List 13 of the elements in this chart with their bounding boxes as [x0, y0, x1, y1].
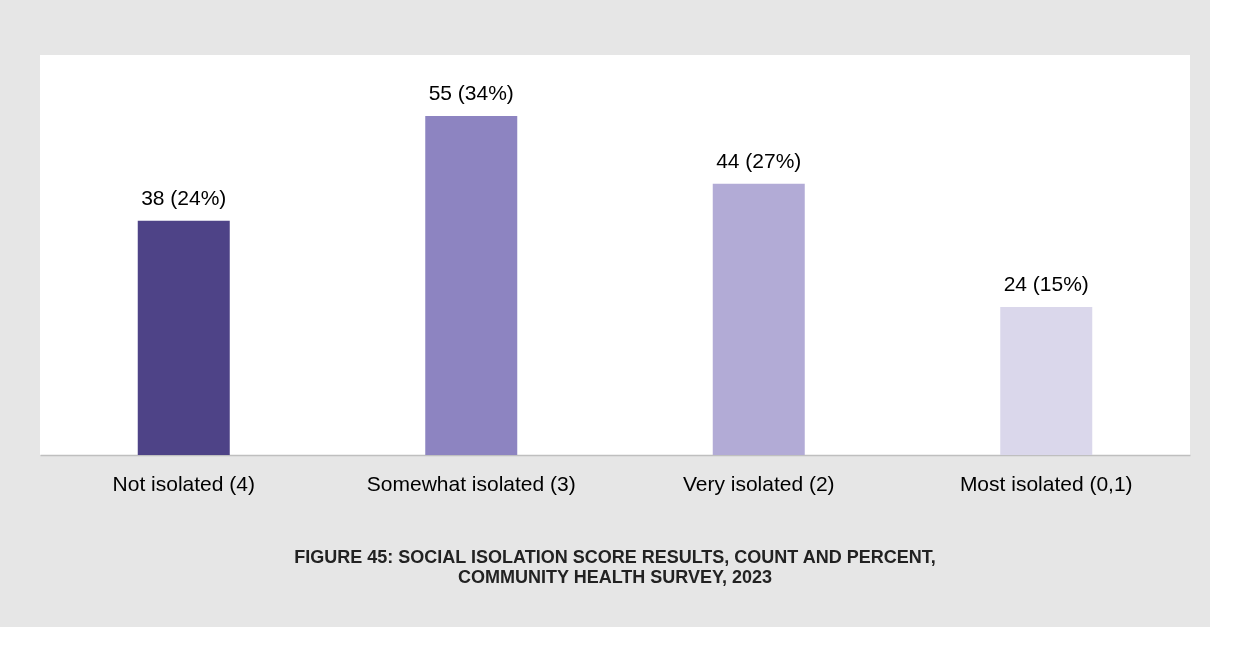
data-label: 24 (15%) [1003, 272, 1089, 296]
x-tick-label: Most isolated (0,1) [959, 471, 1133, 495]
bar [425, 116, 518, 455]
x-tick-label: Somewhat isolated (3) [366, 471, 576, 495]
bar [137, 220, 230, 455]
data-label: 55 (34%) [428, 81, 514, 105]
bar [1000, 307, 1093, 455]
data-label: 44 (27%) [716, 148, 802, 172]
x-tick-label: Not isolated (4) [112, 471, 255, 495]
bar [712, 183, 805, 455]
text: FIGURE 45: SOCIAL ISOLATION SCORE RESULTS, COUNT AND PERCENT, COMMUNITY HEALTH SURVEY, 2023 [294, 547, 936, 587]
data-label: 38 (24%) [141, 185, 227, 209]
x-tick-label: Very isolated (2) [682, 471, 835, 495]
